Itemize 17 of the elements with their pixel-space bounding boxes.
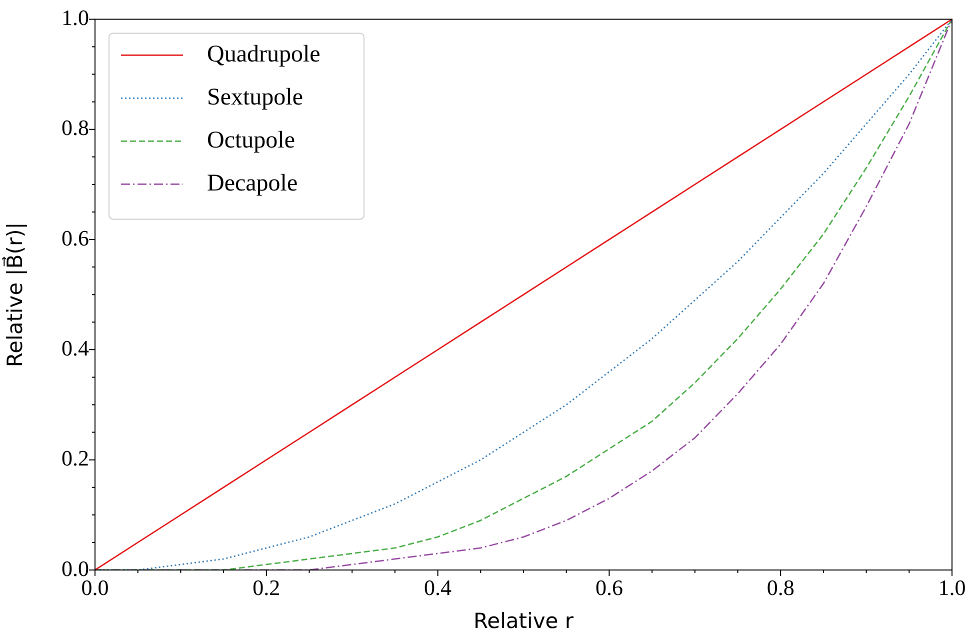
y-axis-title: Relative |B⃗(r)| — [2, 222, 28, 368]
y-tick-label: 0.2 — [62, 446, 89, 471]
legend-label: Decapole — [207, 170, 298, 196]
legend-label: Sextupole — [207, 84, 303, 110]
legend-label: Octupole — [207, 127, 295, 154]
x-tick-label: 0.8 — [766, 574, 794, 600]
legend-label: Quadrupole — [207, 41, 320, 68]
x-tick-label: 1.0 — [938, 574, 966, 600]
y-tick-label: 0.4 — [62, 335, 89, 360]
y-tick-label: 1.0 — [62, 4, 89, 30]
y-tick-label: 0.0 — [62, 556, 89, 581]
y-tick-label: 0.8 — [62, 115, 89, 140]
x-tick-label: 0.6 — [595, 574, 623, 600]
x-tick-label: 0.4 — [424, 574, 452, 600]
x-axis-title: Relative r — [474, 608, 574, 633]
x-tick-label: 0.2 — [252, 574, 280, 600]
y-tick-label: 0.6 — [62, 225, 89, 250]
